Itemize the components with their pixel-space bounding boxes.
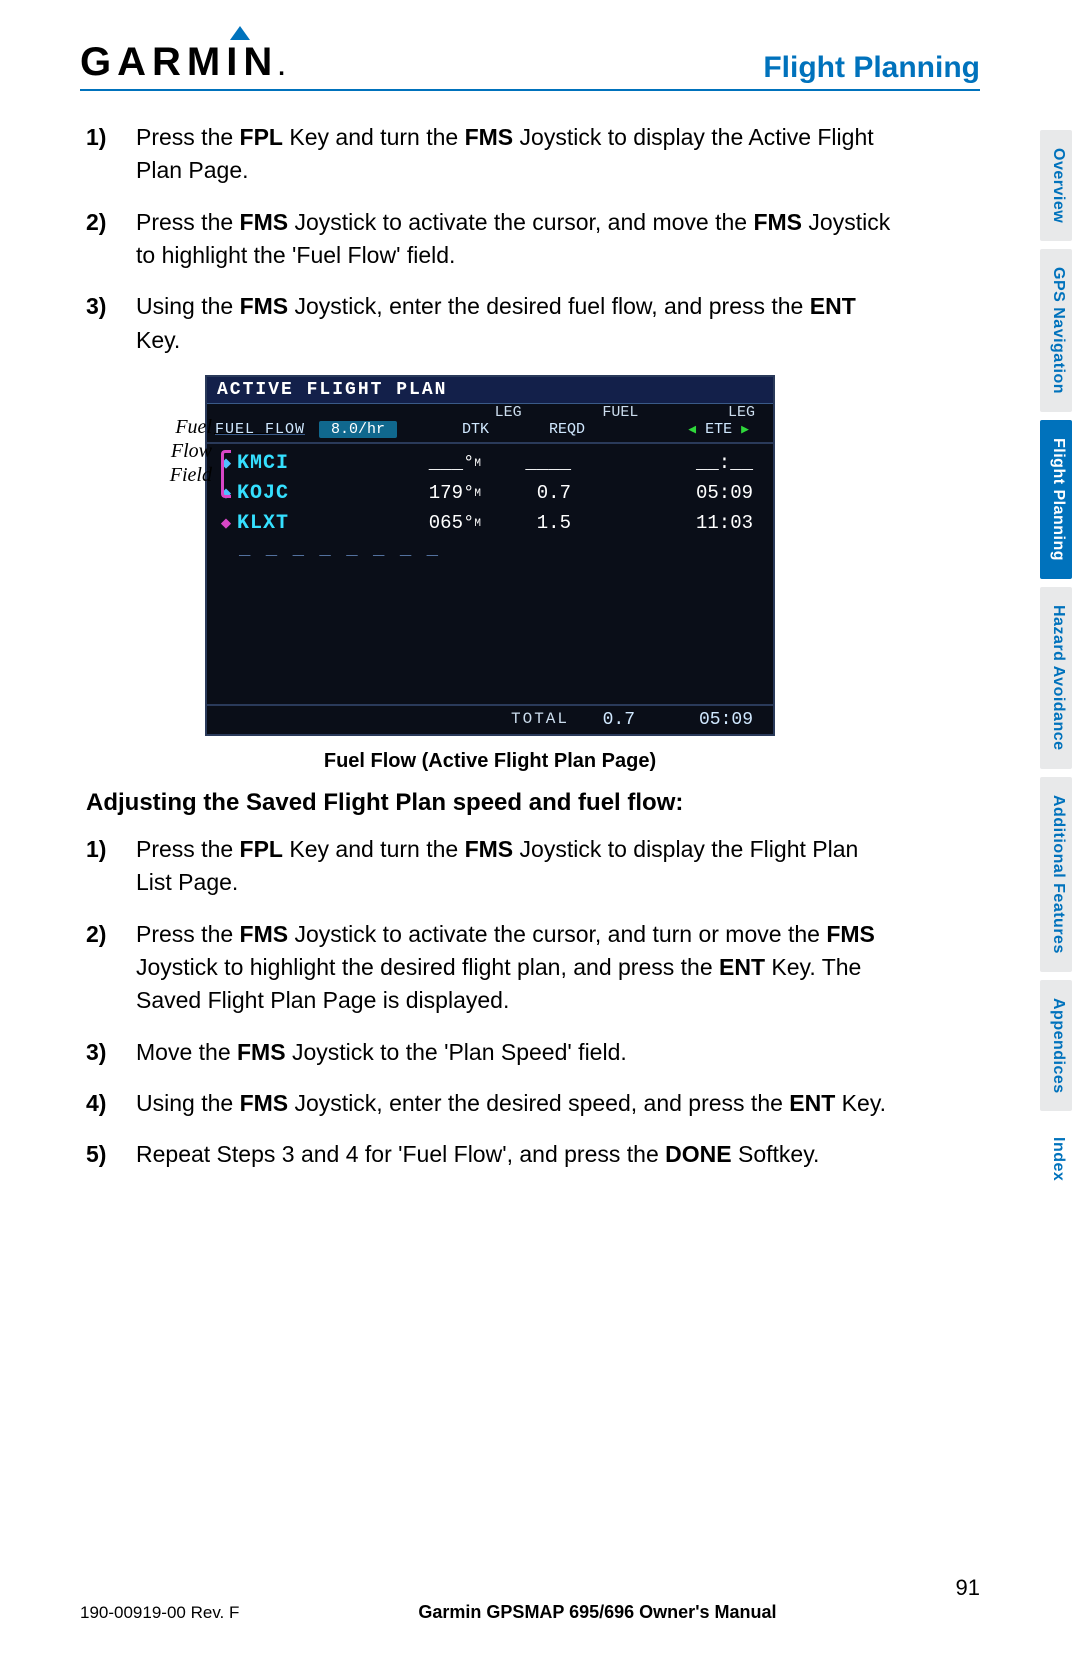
- side-tab[interactable]: Hazard Avoidance: [1040, 587, 1072, 769]
- waypoint-name: KLXT: [237, 512, 381, 535]
- footer-mid: Garmin GPSMAP 695/696 Owner's Manual: [418, 1602, 776, 1623]
- fuel-flow-value: 8.0/hr: [319, 421, 397, 438]
- steps-list-a: Press the FPL Key and turn the FMS Joyst…: [80, 121, 900, 357]
- logo-text: GARMIN: [80, 40, 278, 84]
- fuel-flow-label: FUEL FLOW: [215, 421, 319, 438]
- side-tabs: Overview GPS Navigation Flight Planning Haz…: [1040, 130, 1072, 1200]
- footer-left: 190-00919-00 Rev. F: [80, 1603, 239, 1623]
- logo-triangle-icon: [230, 26, 250, 40]
- waypoint-name: KMCI: [237, 452, 381, 475]
- hdr-ete: ◀ ETE ▶: [585, 421, 765, 438]
- waypoint-dtk: 065°M: [381, 512, 481, 534]
- side-tab[interactable]: GPS Navigation: [1040, 249, 1072, 412]
- hdr-reqd: REQD: [489, 421, 585, 438]
- fuel-flow-callout: FuelFlowField: [140, 415, 212, 487]
- step-item: Using the FMS Joystick, enter the desire…: [120, 1087, 900, 1120]
- step-item: Press the FPL Key and turn the FMS Joyst…: [120, 833, 900, 900]
- hdr-fuel: FUEL: [532, 404, 649, 421]
- step-item: Press the FMS Joystick to activate the c…: [120, 206, 900, 273]
- side-tab[interactable]: Index: [1040, 1119, 1072, 1199]
- waypoint-fuel: 1.5: [481, 512, 571, 534]
- subheading: Adjusting the Saved Flight Plan speed an…: [86, 789, 900, 817]
- device-title: ACTIVE FLIGHT PLAN: [207, 377, 773, 404]
- side-tab[interactable]: Flight Planning: [1040, 420, 1072, 579]
- waypoint-row: ◆KOJC179°M0.705:09: [215, 478, 765, 508]
- waypoint-ete: 11:03: [571, 512, 765, 534]
- hdr-leg: LEG: [415, 404, 532, 421]
- steps-list-b: Press the FPL Key and turn the FMS Joyst…: [80, 833, 900, 1172]
- device-header-2: FUEL FLOW 8.0/hr DTK REQD ◀ ETE ▶: [207, 421, 773, 444]
- waypoint-dtk: ___°M: [381, 452, 481, 474]
- callout-leader-line: [214, 433, 270, 434]
- waypoint-ete: __:__: [571, 452, 765, 474]
- figure-wrap: FuelFlowField ACTIVE FLIGHT PLAN LEG FUE…: [80, 375, 900, 736]
- figure-caption: Fuel Flow (Active Flight Plan Page): [80, 750, 900, 773]
- step-item: Move the FMS Joystick to the 'Plan Speed…: [120, 1036, 900, 1069]
- page-number: 91: [956, 1575, 980, 1601]
- page-footer: 190-00919-00 Rev. F Garmin GPSMAP 695/69…: [80, 1597, 980, 1623]
- hdr-leg2: LEG: [648, 404, 765, 421]
- hdr-dtk: DTK: [397, 421, 489, 438]
- waypoint-ete: 05:09: [571, 482, 765, 504]
- waypoint-dtk: 179°M: [381, 482, 481, 504]
- waypoint-rows: ◆KMCI___°M______:__◆KOJC179°M0.705:09◆KL…: [207, 444, 773, 704]
- total-label: TOTAL: [215, 710, 569, 730]
- section-title: Flight Planning: [763, 51, 980, 85]
- step-item: Using the FMS Joystick, enter the desire…: [120, 290, 900, 357]
- waypoint-icon: ◆: [215, 513, 237, 534]
- waypoint-fuel: 0.7: [481, 482, 571, 504]
- page-header: GARMIN. Flight Planning: [80, 40, 980, 91]
- waypoint-fuel: ____: [481, 452, 571, 474]
- side-tab[interactable]: Additional Features: [1040, 777, 1072, 972]
- device-header-1: LEG FUEL LEG: [207, 404, 773, 421]
- garmin-logo: GARMIN.: [80, 40, 291, 85]
- step-item: Repeat Steps 3 and 4 for 'Fuel Flow', an…: [120, 1138, 900, 1171]
- step-item: Press the FPL Key and turn the FMS Joyst…: [120, 121, 900, 188]
- total-fuel: 0.7: [569, 710, 635, 730]
- waypoint-name: KOJC: [237, 482, 381, 505]
- device-screenshot: ACTIVE FLIGHT PLAN LEG FUEL LEG FUEL FLO…: [205, 375, 775, 736]
- active-leg-bracket-icon: [221, 450, 231, 498]
- waypoint-row: ◆KLXT065°M1.511:03: [215, 508, 765, 538]
- side-tab[interactable]: Appendices: [1040, 980, 1072, 1112]
- step-item: Press the FMS Joystick to activate the c…: [120, 918, 900, 1018]
- total-ete: 05:09: [635, 710, 765, 730]
- waypoint-row: ◆KMCI___°M______:__: [215, 448, 765, 478]
- device-total-row: TOTAL 0.7 05:09: [207, 704, 773, 734]
- side-tab[interactable]: Overview: [1040, 130, 1072, 241]
- row-dashes: _ _ _ _ _ _ _ _: [215, 538, 765, 560]
